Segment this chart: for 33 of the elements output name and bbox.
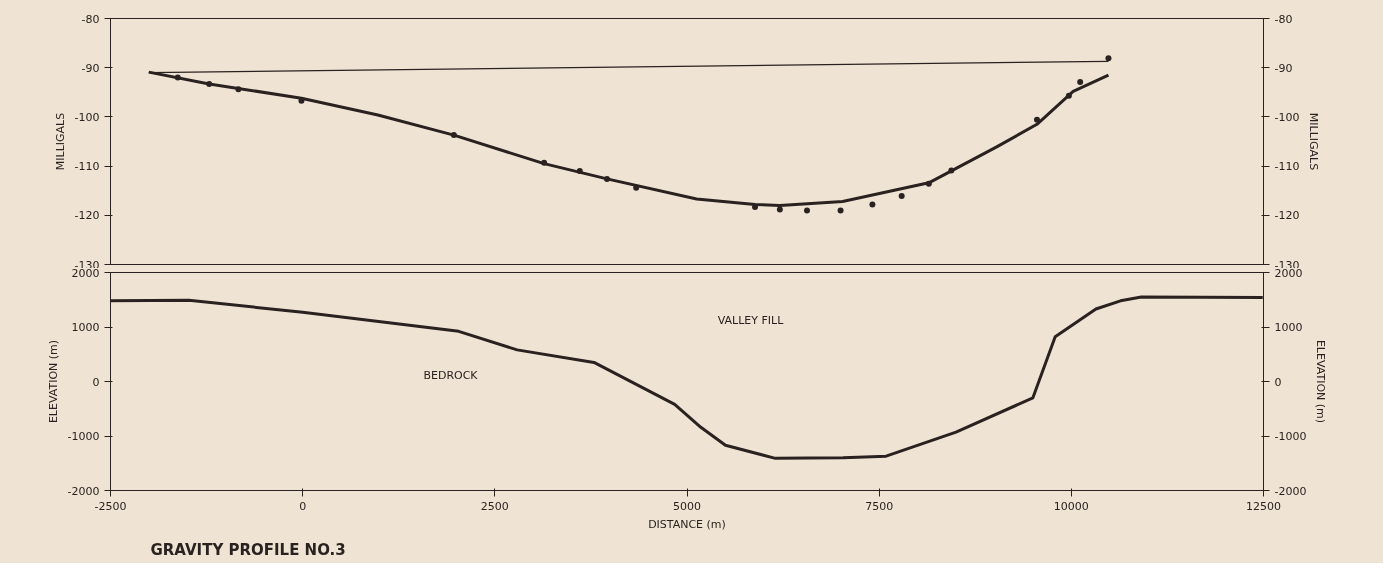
x-tick-label: 7500 — [865, 499, 894, 513]
y2-tick-label: 1000 — [1274, 321, 1303, 334]
y2-axis-title: ELEVATION (m) — [1314, 339, 1328, 424]
y-tick-label: -80 — [81, 12, 100, 26]
y2-tick-label: 0 — [1274, 375, 1282, 389]
x-tick-label: 12500 — [1246, 499, 1281, 513]
y2-tick-label: -120 — [1274, 209, 1300, 223]
x-tick-label: 5000 — [673, 499, 701, 513]
y-tick-label: -1000 — [67, 430, 100, 443]
annotation: BEDROCK — [423, 369, 479, 382]
x-tick-label: 10000 — [1053, 499, 1089, 513]
y-axis-title: MILLIGALS — [53, 112, 67, 171]
y-tick-label: -90 — [81, 61, 100, 75]
x-tick-label: 2500 — [480, 499, 509, 513]
y-tick-label: 0 — [92, 375, 100, 389]
y-axis-title: ELEVATION (m) — [46, 339, 60, 424]
text: GRAVITY PROFILE NO.3 — [150, 540, 346, 559]
y2-tick-label: -2000 — [1274, 484, 1307, 498]
y-tick-label: -100 — [74, 110, 100, 124]
y2-tick-label: -100 — [1274, 110, 1300, 124]
x-tick-label: -2500 — [94, 499, 127, 513]
y-tick-label: -2000 — [67, 484, 100, 498]
y2-axis-title: MILLIGALS — [1307, 112, 1321, 171]
y-tick-label: -110 — [74, 160, 100, 174]
y2-tick-label: -110 — [1274, 160, 1300, 174]
y-tick-label: -120 — [74, 209, 100, 223]
x-axis-title: DISTANCE (m) — [648, 517, 726, 531]
x-tick-label: 0 — [299, 499, 307, 513]
y-tick-label: 1000 — [71, 321, 100, 334]
y2-tick-label: -80 — [1274, 12, 1293, 26]
y2-tick-label: -1000 — [1274, 430, 1307, 443]
annotation: VALLEY FILL — [717, 314, 785, 327]
y2-tick-label: -90 — [1274, 61, 1293, 75]
